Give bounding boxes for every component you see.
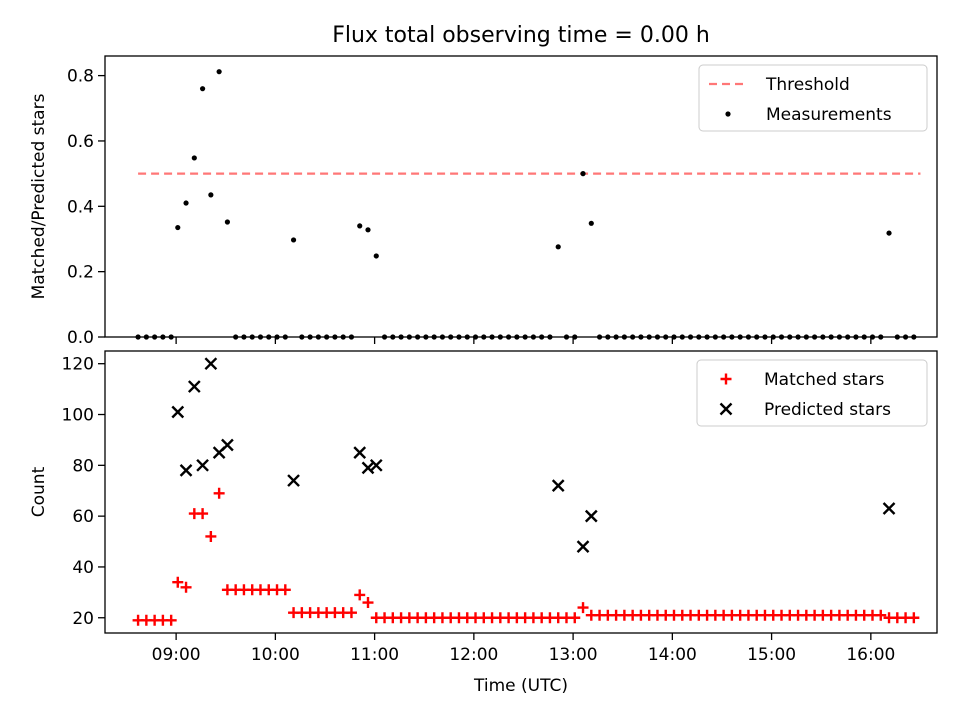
measurement-point bbox=[555, 244, 561, 250]
predicted-star-point bbox=[584, 509, 598, 523]
x-tick-label: 14:00 bbox=[648, 645, 697, 665]
axes-frame bbox=[104, 55, 938, 338]
measurement-point bbox=[588, 220, 594, 226]
legend-box bbox=[696, 359, 928, 427]
y-axis-label: Count bbox=[29, 466, 49, 517]
predicted-star-point bbox=[353, 446, 367, 459]
predicted-star-point bbox=[179, 464, 193, 477]
predicted-star-point bbox=[287, 474, 300, 487]
matched-star-point bbox=[875, 609, 887, 621]
measurement-point bbox=[191, 155, 197, 161]
x-tick-label: 15:00 bbox=[747, 645, 796, 665]
legend-label: Threshold bbox=[765, 75, 850, 95]
predicted-star-point bbox=[576, 540, 590, 553]
measurement-point bbox=[216, 69, 222, 75]
measurement-point bbox=[373, 253, 379, 259]
y-tick-label: 0.0 bbox=[67, 328, 94, 348]
predicted-star-point bbox=[882, 502, 896, 515]
x-tick-label: 10:00 bbox=[251, 645, 300, 665]
legend-label: Predicted stars bbox=[764, 400, 891, 420]
y-tick-label: 20 bbox=[72, 609, 94, 629]
matched-star-point bbox=[172, 576, 184, 588]
y-tick-label: 0.4 bbox=[67, 197, 94, 217]
matched-star-point bbox=[345, 607, 357, 619]
measurement-point bbox=[886, 230, 892, 236]
y-tick-label: 80 bbox=[72, 456, 94, 476]
predicted-star-point bbox=[551, 479, 565, 492]
y-tick-label: 0.8 bbox=[67, 67, 94, 87]
matched-star-point bbox=[577, 602, 589, 614]
y-axis-label: Matched/Predicted stars bbox=[29, 93, 49, 299]
predicted-star-point bbox=[204, 357, 218, 371]
matched-star-point bbox=[569, 612, 581, 624]
legend-label: Measurements bbox=[766, 105, 892, 125]
measurement-point bbox=[580, 171, 586, 177]
y-tick-label: 40 bbox=[72, 558, 94, 578]
matched-star-point bbox=[197, 508, 209, 520]
predicted-star-point bbox=[196, 458, 209, 472]
x-tick-label: 13:00 bbox=[549, 645, 598, 665]
y-tick-label: 60 bbox=[72, 507, 94, 527]
y-tick-label: 0.6 bbox=[67, 132, 94, 152]
measurement-point bbox=[224, 219, 231, 225]
y-tick-label: 120 bbox=[62, 355, 94, 375]
measurement-point bbox=[365, 227, 371, 233]
matched-star-point bbox=[165, 614, 177, 626]
matched-star-point bbox=[362, 597, 374, 609]
measurement-point bbox=[208, 192, 214, 198]
legend-marker bbox=[720, 373, 732, 385]
matched-star-point bbox=[279, 584, 291, 596]
measurement-point bbox=[357, 223, 363, 229]
y-tick-label: 100 bbox=[62, 406, 94, 426]
measurement-point bbox=[183, 200, 189, 206]
axes-frame bbox=[104, 350, 938, 634]
predicted-star-point bbox=[187, 380, 201, 393]
count-panel: 20 40 60 80 100 120 09:00 10:00 11:00 12:00 13:00 1… bbox=[29, 350, 938, 665]
matched-star-point bbox=[180, 581, 192, 593]
legend-box bbox=[698, 64, 928, 132]
measurement-point bbox=[175, 224, 181, 231]
matched-star-point bbox=[213, 487, 225, 499]
x-tick-label: 12:00 bbox=[449, 645, 498, 665]
x-tick-label: 16:00 bbox=[846, 645, 895, 665]
legend-label: Matched stars bbox=[764, 370, 884, 390]
legend-marker bbox=[719, 402, 733, 416]
legend-marker bbox=[725, 111, 731, 117]
x-tick-label: 09:00 bbox=[152, 645, 201, 665]
matched-star-point bbox=[908, 612, 920, 624]
predicted-star-point bbox=[171, 405, 185, 419]
x-tick-label: 11:00 bbox=[350, 645, 399, 665]
ratio-panel: 0.0 0.2 0.4 0.6 0.8 Matched/Predicted stars Th… bbox=[29, 55, 938, 348]
y-tick-label: 0.2 bbox=[67, 263, 94, 283]
measurement-point bbox=[199, 86, 206, 92]
matched-star-point bbox=[205, 530, 217, 542]
chart-title: Flux total observing time = 0.00 h bbox=[332, 23, 710, 48]
predicted-star-point bbox=[221, 438, 234, 452]
predicted-star-point bbox=[369, 458, 383, 472]
measurement-point bbox=[290, 237, 297, 243]
matched-star-point bbox=[354, 589, 366, 601]
predicted-star-point bbox=[361, 461, 375, 475]
x-axis-label: Time (UTC) bbox=[473, 676, 568, 696]
